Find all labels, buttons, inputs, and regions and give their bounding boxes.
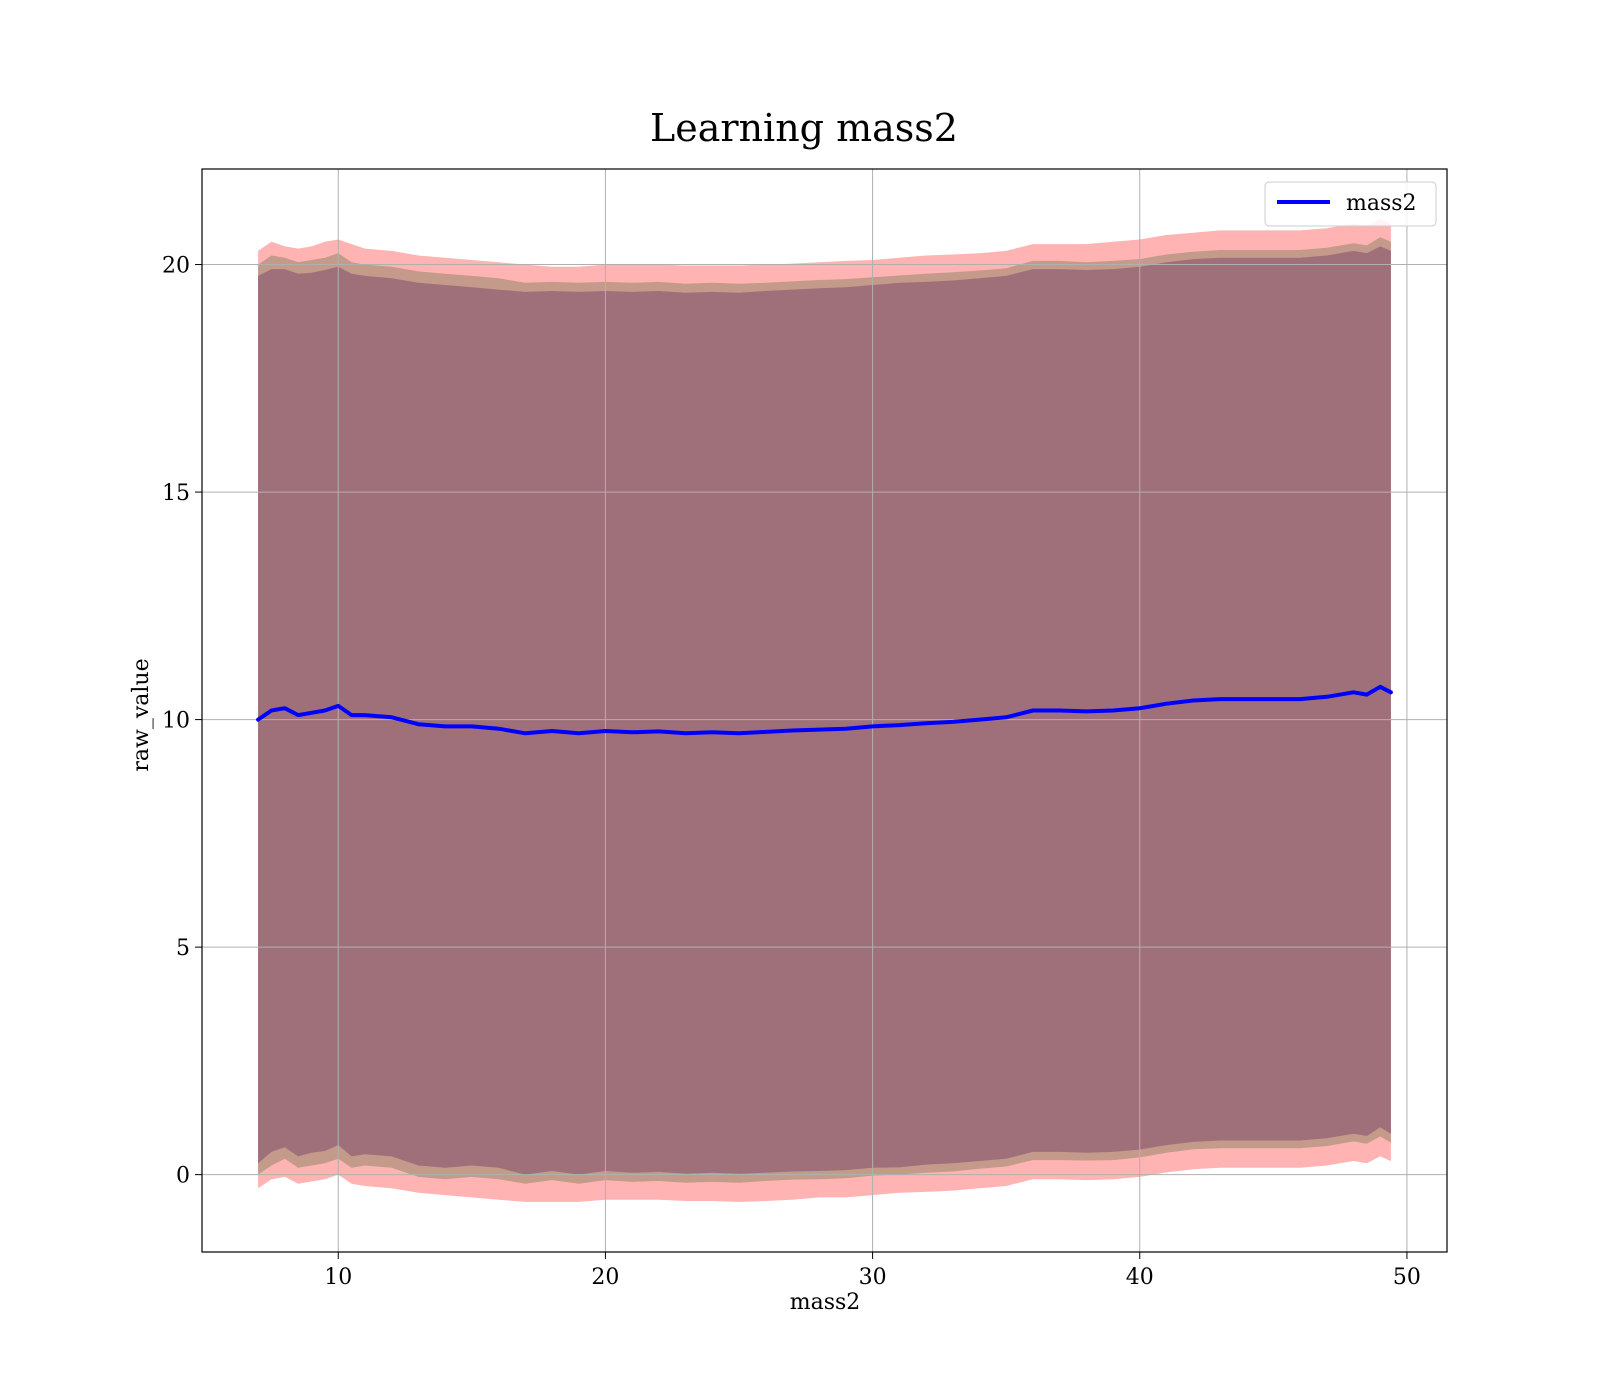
x-tick-label-20: 20: [591, 1265, 619, 1290]
legend-label-mass2: mass2: [1346, 191, 1417, 216]
y-tick-label-0: 0: [176, 1164, 190, 1189]
y-tick-label-20: 20: [162, 254, 190, 279]
y-tick-label-10: 10: [162, 709, 190, 734]
y-tick-label-5: 5: [176, 936, 190, 961]
y-tick-label-15: 15: [162, 481, 190, 506]
x-tick-label-40: 40: [1126, 1265, 1154, 1290]
chart-title: Learning mass2: [650, 106, 958, 150]
y-axis-label: raw_value: [129, 658, 154, 771]
x-tick-label-50: 50: [1393, 1265, 1421, 1290]
inner-band: [258, 246, 1391, 1175]
series-line-mass2: [256, 684, 1393, 736]
legend-box: [1264, 181, 1437, 227]
grid-layer: [202, 169, 1447, 1252]
ticks-layer: 10 20 30 40 50 0 5 10 15 20: [162, 254, 1421, 1290]
legend: mass2: [1264, 181, 1437, 227]
x-axis-label: mass2: [790, 1290, 861, 1315]
bands-layer: [258, 219, 1391, 1202]
line-layer: [256, 684, 1393, 736]
plot-frame: [201, 168, 1448, 1253]
x-tick-label-10: 10: [324, 1265, 352, 1290]
x-tick-label-30: 30: [859, 1265, 887, 1290]
